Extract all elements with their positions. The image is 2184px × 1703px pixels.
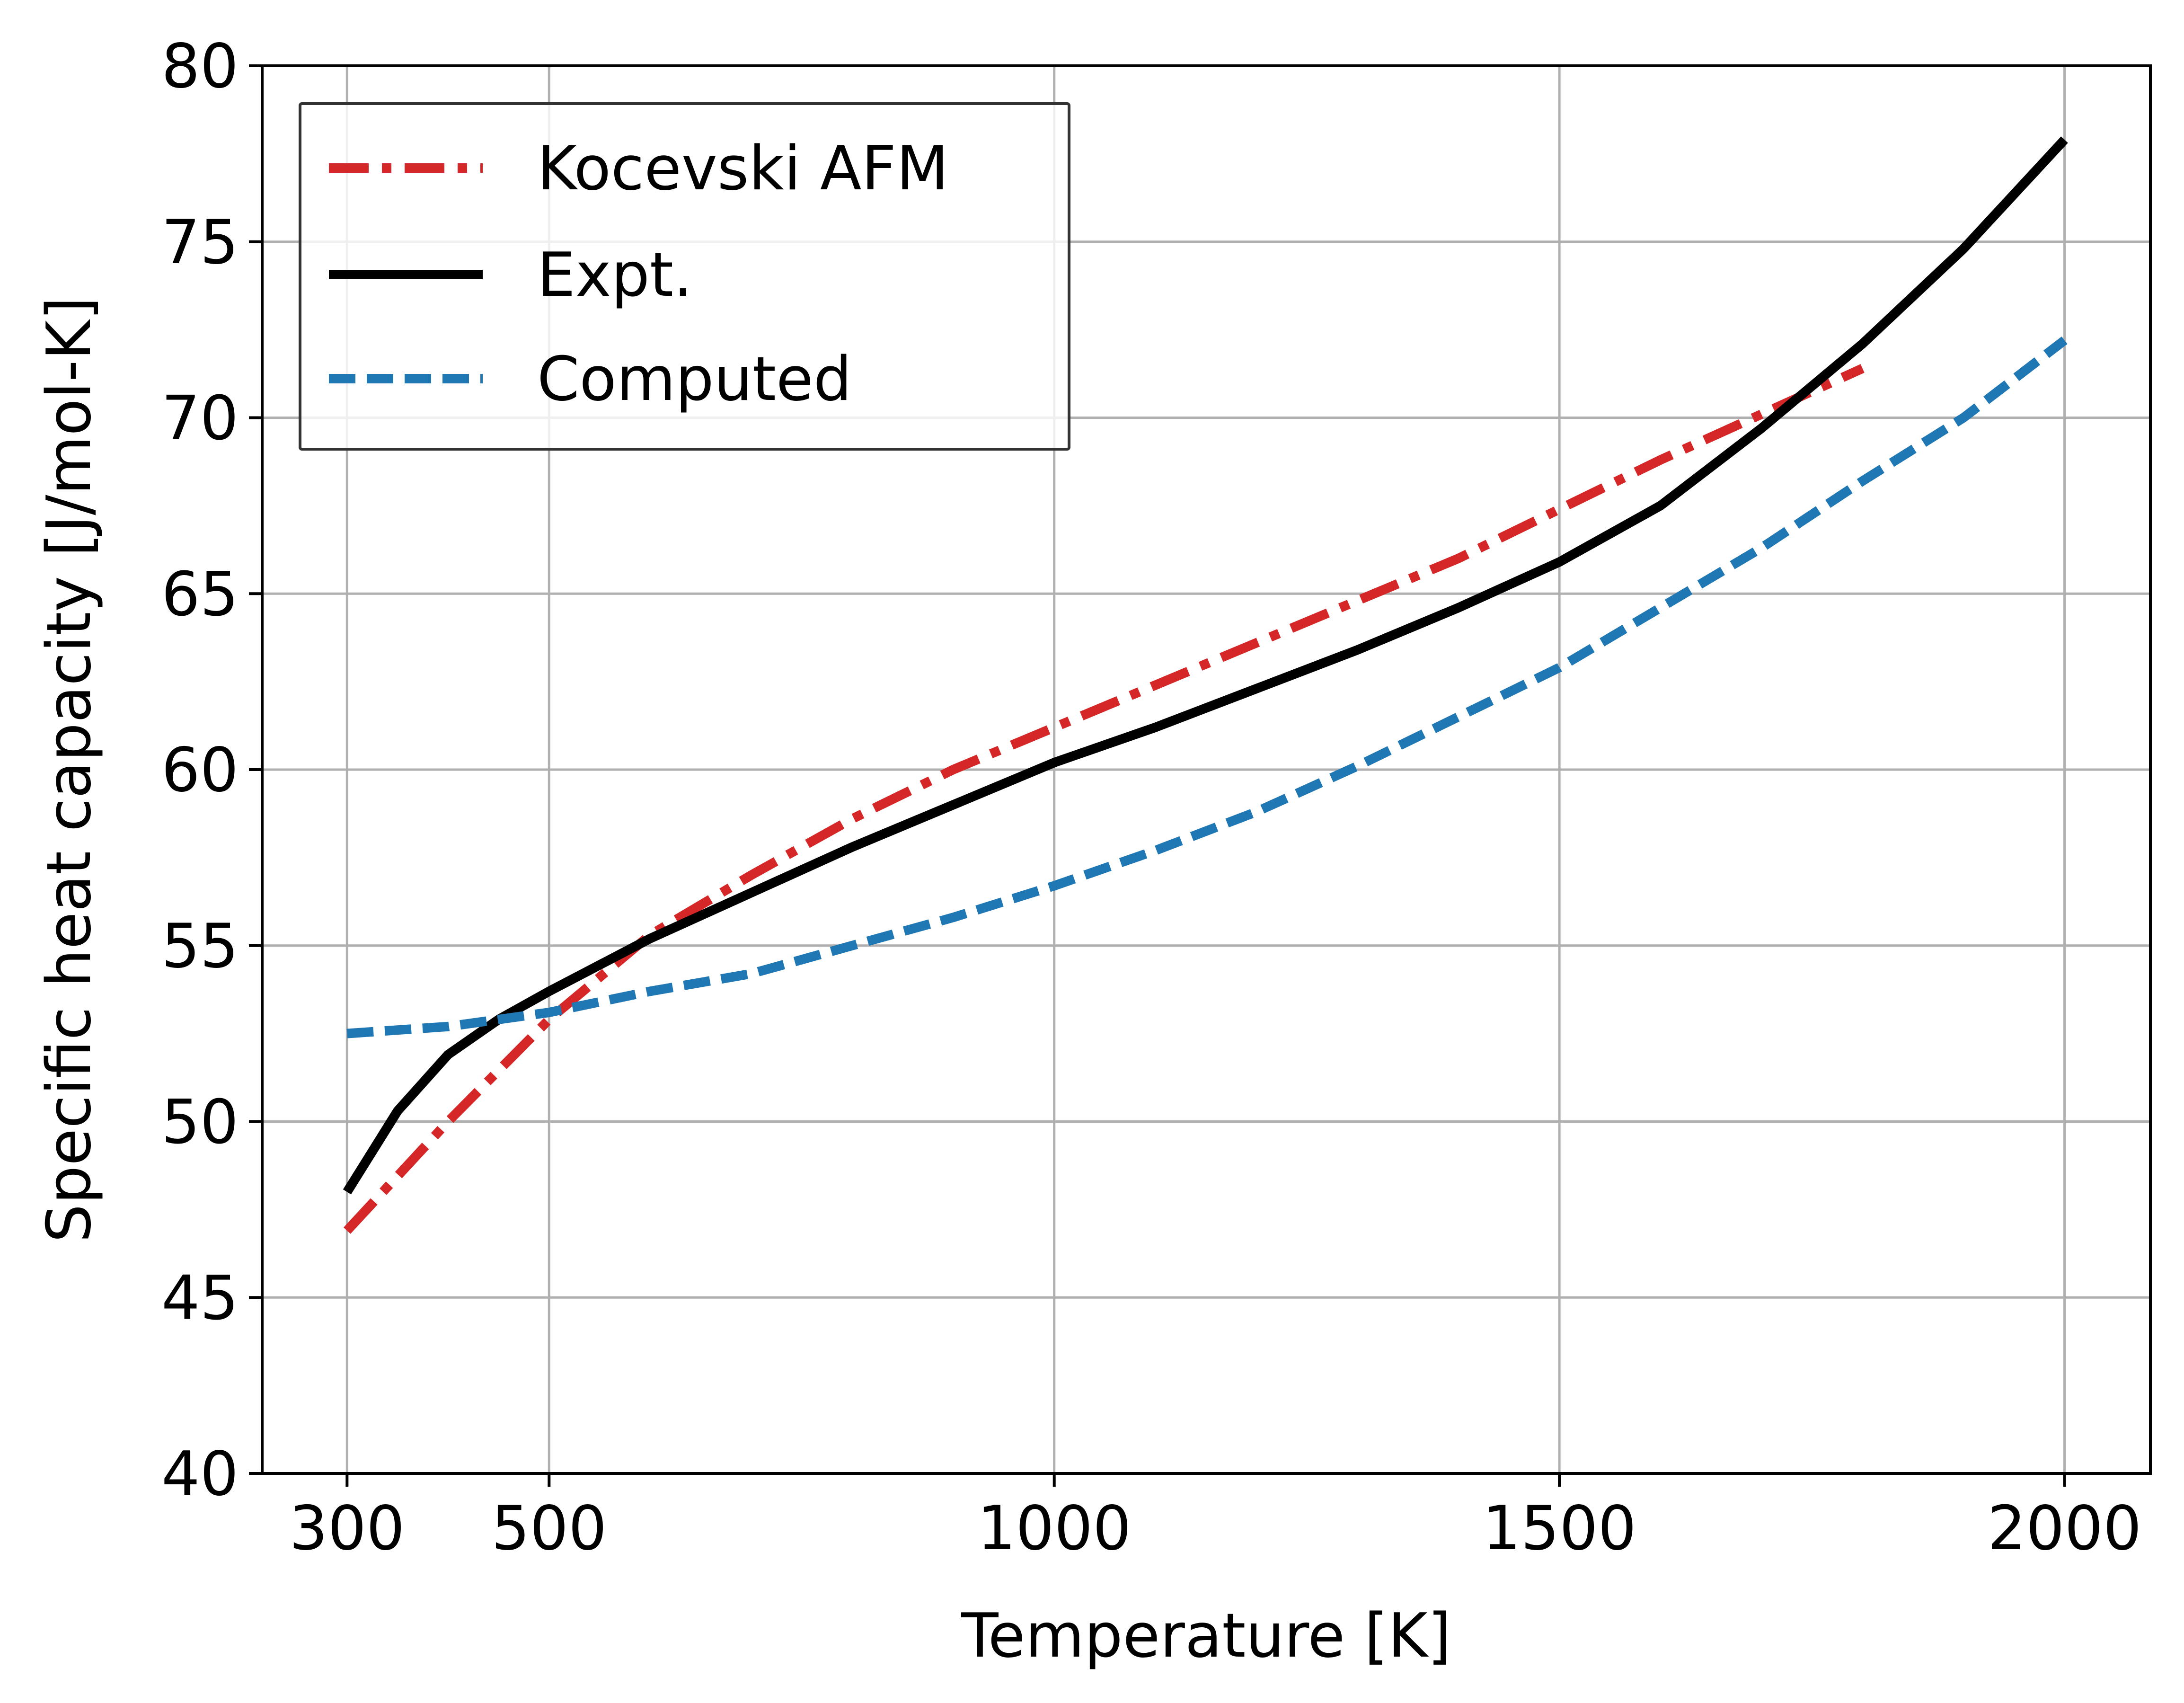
- x-tick-label: 1500: [1482, 1493, 1636, 1564]
- axis-ticks: 300 500 1000 1500 2000 40 45 50 55 60 65 70 75 80: [161, 31, 2141, 1564]
- x-tick-label: 300: [289, 1493, 405, 1564]
- x-tick-label: 1000: [977, 1493, 1132, 1564]
- x-axis-label: Temperature [K]: [961, 1601, 1451, 1671]
- legend-label-computed: Computed: [537, 344, 852, 415]
- legend-label-kocevski-afm: Kocevski AFM: [537, 133, 948, 204]
- y-tick-label: 40: [161, 1439, 239, 1509]
- y-tick-label: 65: [161, 559, 239, 630]
- legend-box: [299, 102, 1070, 451]
- legend-label-expt: Expt.: [537, 240, 693, 310]
- y-axis-label: Specific heat capacity [J/mol-K]: [34, 297, 105, 1243]
- y-tick-label: 80: [161, 31, 239, 102]
- y-tick-label: 50: [161, 1087, 239, 1158]
- y-tick-label: 45: [161, 1263, 239, 1333]
- series-line-kocevski-afm: [343, 364, 1865, 1234]
- series-line-computed: [346, 336, 2068, 1038]
- series-lines: [343, 136, 2068, 1234]
- x-tick-label: 500: [491, 1493, 607, 1564]
- y-tick-label: 55: [161, 911, 239, 982]
- legend: Kocevski AFM Expt. Computed: [299, 102, 1070, 451]
- y-tick-label: 70: [161, 383, 239, 454]
- y-tick-label: 60: [161, 735, 239, 806]
- x-tick-label: 2000: [1988, 1493, 2142, 1564]
- y-tick-label: 75: [161, 207, 239, 278]
